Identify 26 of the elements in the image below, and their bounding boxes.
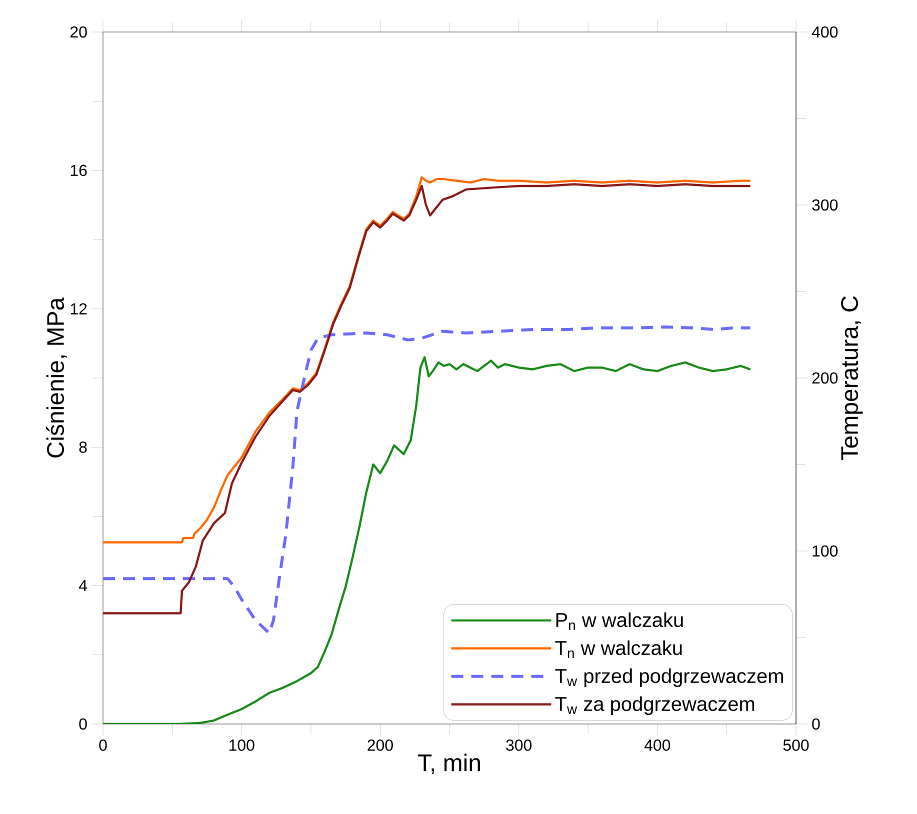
legend-label: T$_{n}$ w walczaku <box>555 640 682 658</box>
y-tick-label: 12 <box>70 303 87 314</box>
x-tick-label: 200 <box>368 740 393 751</box>
y-tick-label: 8 <box>79 442 87 453</box>
legend-label: T$_{w}$ przed podgrzewaczem <box>555 668 783 688</box>
x-tick-label: 0 <box>99 740 107 751</box>
y-tick-label: 20 <box>70 26 87 38</box>
x-axis-title: T, min <box>418 754 480 774</box>
x-tick-label: 300 <box>506 740 532 751</box>
x-tick-label: 500 <box>783 740 809 751</box>
y-axis-title: Ciśnienie, MPa <box>46 297 67 458</box>
y2-tick-label: 200 <box>812 372 838 384</box>
y-tick-label: 0 <box>79 718 87 730</box>
y-tick-label: 4 <box>78 580 88 592</box>
legend-label: P$_{n}$ w walczaku <box>556 612 683 630</box>
y2-axis-title: Temperatura, C <box>841 296 863 460</box>
y-tick-label: 16 <box>70 164 87 176</box>
x-tick-label: 100 <box>229 740 254 751</box>
y2-tick-label: 0 <box>812 718 820 730</box>
y2-tick-label: 400 <box>812 26 838 38</box>
x-tick-label: 400 <box>644 740 670 751</box>
line-series <box>103 176 752 544</box>
y2-tick-label: 300 <box>812 199 838 211</box>
line-series <box>103 325 752 635</box>
legend-label: T$_{w}$ za podgrzewaczem <box>555 696 754 716</box>
y2-tick-label: 100 <box>812 545 838 557</box>
